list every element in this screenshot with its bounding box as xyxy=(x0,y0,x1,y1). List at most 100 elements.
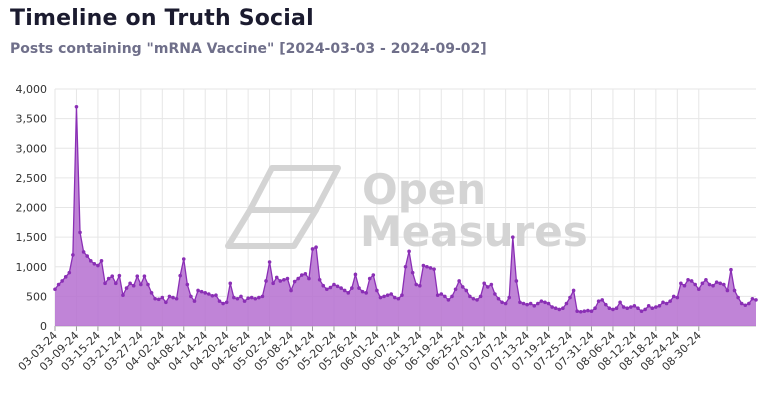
data-point[interactable] xyxy=(661,300,665,305)
data-point[interactable] xyxy=(596,299,601,303)
data-point[interactable] xyxy=(707,282,712,287)
data-point[interactable] xyxy=(457,279,461,283)
data-point[interactable] xyxy=(578,309,583,314)
data-point[interactable] xyxy=(646,304,651,308)
data-point[interactable] xyxy=(618,300,622,305)
data-point[interactable] xyxy=(446,298,451,302)
data-point[interactable] xyxy=(460,285,465,289)
data-point[interactable] xyxy=(668,299,672,303)
data-point[interactable] xyxy=(696,287,701,292)
data-point[interactable] xyxy=(625,306,630,311)
data-point[interactable] xyxy=(121,293,125,297)
data-point[interactable] xyxy=(274,275,279,280)
data-point[interactable] xyxy=(428,266,433,270)
data-point[interactable] xyxy=(507,295,512,300)
data-point[interactable] xyxy=(239,294,243,299)
data-point[interactable] xyxy=(210,293,215,298)
data-point[interactable] xyxy=(296,276,301,281)
data-point[interactable] xyxy=(611,307,615,312)
data-point[interactable] xyxy=(164,300,168,305)
data-point[interactable] xyxy=(110,274,115,279)
data-point[interactable] xyxy=(571,288,576,293)
data-point[interactable] xyxy=(557,307,562,312)
data-point[interactable] xyxy=(432,267,436,271)
data-point[interactable] xyxy=(729,267,733,272)
data-point[interactable] xyxy=(657,304,662,308)
data-point[interactable] xyxy=(81,250,86,254)
data-point[interactable] xyxy=(593,306,597,311)
data-point[interactable] xyxy=(421,263,426,268)
data-point[interactable] xyxy=(693,282,697,287)
data-point[interactable] xyxy=(471,296,476,301)
data-point[interactable] xyxy=(314,245,318,249)
data-point[interactable] xyxy=(396,296,401,301)
data-point[interactable] xyxy=(142,274,147,279)
data-point[interactable] xyxy=(235,296,240,301)
data-point[interactable] xyxy=(303,272,308,276)
data-point[interactable] xyxy=(639,309,644,313)
data-point[interactable] xyxy=(85,254,89,258)
data-point[interactable] xyxy=(410,270,415,275)
data-point[interactable] xyxy=(60,279,64,283)
data-point[interactable] xyxy=(206,292,211,296)
data-point[interactable] xyxy=(489,282,494,287)
data-point[interactable] xyxy=(475,298,479,302)
data-point[interactable] xyxy=(357,286,361,290)
data-point[interactable] xyxy=(135,274,140,279)
data-point[interactable] xyxy=(67,270,72,275)
data-point[interactable] xyxy=(453,287,458,292)
data-point[interactable] xyxy=(149,291,154,295)
data-point[interactable] xyxy=(228,281,233,286)
data-point[interactable] xyxy=(464,288,469,293)
data-point[interactable] xyxy=(92,261,97,266)
data-point[interactable] xyxy=(482,281,486,286)
data-point[interactable] xyxy=(518,300,522,305)
data-point[interactable] xyxy=(614,306,619,311)
data-point[interactable] xyxy=(53,287,57,292)
data-point[interactable] xyxy=(371,273,376,277)
data-point[interactable] xyxy=(468,294,472,299)
data-point[interactable] xyxy=(332,282,336,287)
data-point[interactable] xyxy=(418,283,422,288)
data-point[interactable] xyxy=(278,279,283,283)
data-point[interactable] xyxy=(450,294,454,299)
data-point[interactable] xyxy=(325,287,329,292)
data-point[interactable] xyxy=(736,295,740,300)
data-point[interactable] xyxy=(364,291,368,295)
data-point[interactable] xyxy=(425,264,429,269)
data-point[interactable] xyxy=(725,288,730,293)
data-point[interactable] xyxy=(568,295,572,300)
data-point[interactable] xyxy=(575,309,579,313)
data-point[interactable] xyxy=(636,306,640,311)
data-point[interactable] xyxy=(536,301,540,306)
data-point[interactable] xyxy=(246,296,250,300)
data-point[interactable] xyxy=(718,281,723,286)
data-point[interactable] xyxy=(350,286,354,290)
data-point[interactable] xyxy=(679,281,683,286)
data-point[interactable] xyxy=(747,301,751,306)
data-point[interactable] xyxy=(185,282,190,287)
data-point[interactable] xyxy=(289,288,293,293)
data-point[interactable] xyxy=(181,257,186,261)
data-point[interactable] xyxy=(478,294,483,299)
data-point[interactable] xyxy=(63,275,68,279)
data-point[interactable] xyxy=(160,295,165,300)
data-point[interactable] xyxy=(249,295,254,300)
data-point[interactable] xyxy=(124,286,129,290)
data-point[interactable] xyxy=(217,299,222,303)
data-point[interactable] xyxy=(375,288,379,293)
data-point[interactable] xyxy=(74,104,79,109)
data-point[interactable] xyxy=(271,281,275,286)
data-point[interactable] xyxy=(192,299,197,303)
data-point[interactable] xyxy=(539,299,544,303)
data-point[interactable] xyxy=(443,294,447,299)
data-point[interactable] xyxy=(500,300,504,305)
data-point[interactable] xyxy=(621,305,626,309)
data-point[interactable] xyxy=(221,301,225,306)
data-point[interactable] xyxy=(493,292,497,296)
data-point[interactable] xyxy=(675,295,680,300)
data-point[interactable] xyxy=(378,295,383,300)
data-point[interactable] xyxy=(389,292,393,296)
data-point[interactable] xyxy=(543,300,547,305)
data-point[interactable] xyxy=(582,309,587,313)
